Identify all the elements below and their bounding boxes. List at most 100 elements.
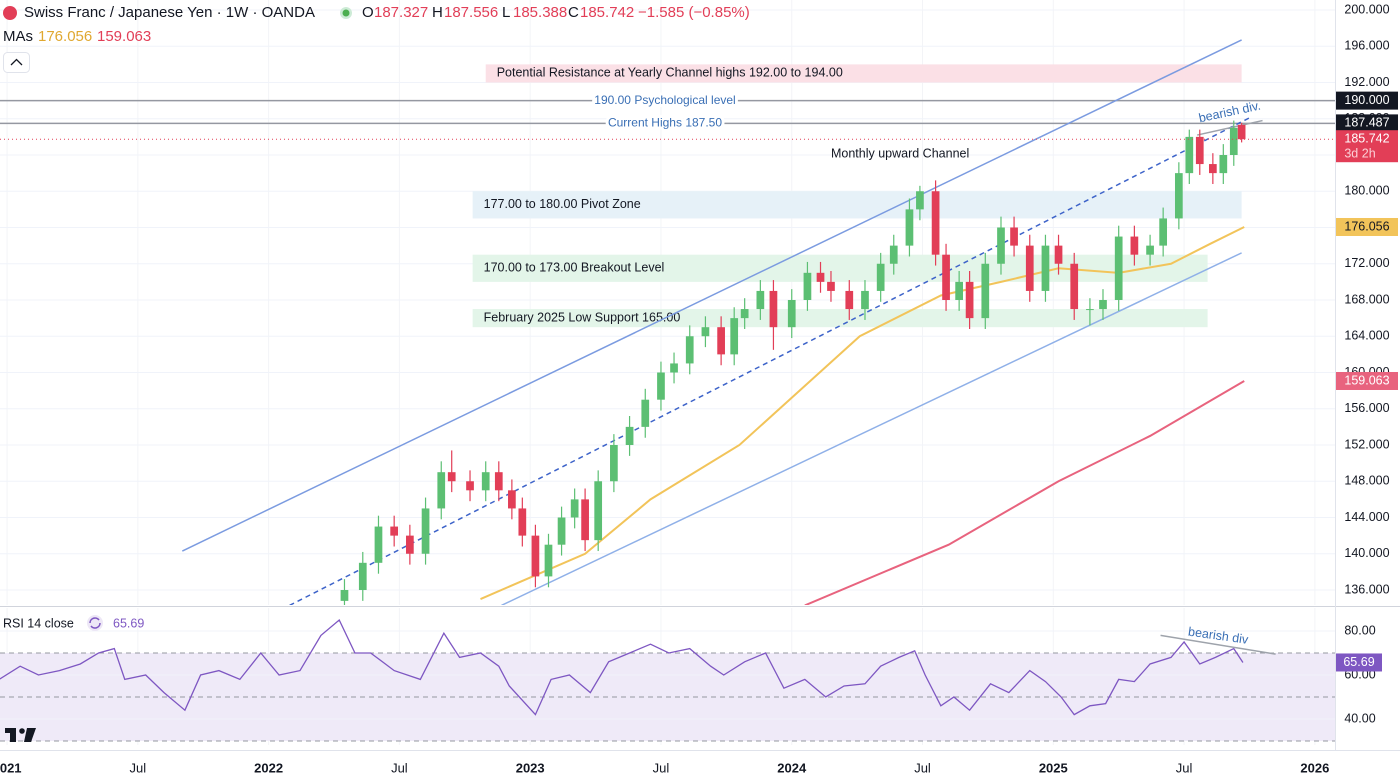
annotation: Monthly upward Channel [831,146,969,160]
candle-body [1174,173,1183,219]
x-tick-label: 2021 [0,760,22,775]
collapse-button[interactable] [3,52,30,73]
rsi-tick-label: 40.00 [1344,711,1375,725]
ma-badge-label: 159.063 [1344,373,1389,387]
rsi-badge-label: 65.69 [1343,655,1374,669]
x-tick-label: 2024 [777,760,807,775]
candle-body [955,281,963,300]
candle-body [1195,136,1204,165]
x-tick-label: Jul [130,760,147,775]
y-tick-label: 168.000 [1344,292,1389,306]
candle-body [1146,245,1154,255]
candle-body [931,191,940,255]
candle-body [581,499,589,541]
y-tick-label: 200.000 [1344,2,1389,16]
collapse-icon [10,58,23,66]
candle-body [997,227,1005,264]
candle-body [437,472,446,509]
candle-body [803,272,812,300]
zone [472,191,1242,219]
candle-body [1099,299,1107,310]
candle-body [340,590,349,601]
rsi-title: RSI 14 close [3,616,74,630]
candle-body [981,263,990,319]
x-tick-label: 2026 [1300,760,1329,775]
candle-body [374,526,383,563]
y-tick-label: 172.000 [1344,256,1389,270]
ohlc-value: 185.742 [580,4,634,21]
candle-body [1041,245,1050,291]
zone [485,64,1242,83]
candle-body [965,281,974,319]
candle-body [1070,263,1079,310]
x-tick-label: 2023 [516,760,545,775]
last-price-label: 185.742 [1344,132,1389,146]
y-tick-label: 140.000 [1344,546,1389,560]
rsi-pane: bearish div [0,608,1335,745]
candle-body [730,318,739,355]
candle-body [916,191,924,210]
candle-body [827,281,835,291]
candle-body [625,426,634,446]
candle-body [876,263,885,291]
candle-body [685,336,694,364]
x-tick-label: Jul [653,760,670,775]
candle-body [557,517,566,545]
candle-body [889,245,898,264]
candle-body [787,299,796,328]
level-badge [1336,91,1398,110]
rsi-line [0,618,1244,716]
zone-label: 177.00 to 180.00 Pivot Zone [484,197,641,211]
last-price-badge [1336,130,1398,163]
rsi-legend-value: 65.69 [113,616,144,630]
candle-body [508,490,516,509]
candle-body [610,445,618,482]
y-tick-label: 196.000 [1344,39,1389,53]
ohlc-letter: O [362,4,374,21]
zone-label: 170.00 to 173.00 Breakout Level [484,261,665,275]
ma-badge [1336,217,1398,236]
ohlc-letter: L [502,4,510,21]
candle-body [406,535,414,554]
trendline [501,252,1242,605]
moving-average [480,226,1245,600]
trendline [1196,119,1263,136]
ma-legend-value: 159.063 [97,28,151,45]
trendline [181,39,1242,552]
candle-body [594,481,603,541]
y-tick-label: 152.000 [1344,437,1389,451]
candle-body [358,562,367,591]
candle-body [1219,154,1228,174]
level-badge-label: 187.487 [1344,116,1389,130]
symbol-title: Swiss Franc / Japanese Yen · 1W · OANDA [24,4,315,21]
countdown-label: 3d 2h [1344,147,1375,161]
candle-body [531,535,540,577]
symbol-icon [3,6,17,20]
level-badge-label: 190.000 [1344,93,1389,107]
x-tick-label: Jul [1176,760,1193,775]
ma-badge-label: 176.056 [1344,219,1389,233]
ma-legend-value: 176.056 [38,28,92,45]
price-pane: Potential Resistance at Yearly Channel h… [0,0,1335,605]
candle-body [701,327,710,337]
y-tick-label: 148.000 [1344,474,1389,488]
rsi-icon [89,617,101,629]
candle-body [1237,124,1246,140]
rsi-tick-label: 80.00 [1344,623,1375,637]
price-change: −1.585 (−0.85%) [638,4,750,21]
moving-average [804,380,1245,605]
y-tick-label: 192.000 [1344,75,1389,89]
rsi-badge [1336,653,1382,672]
candle-body [905,209,914,246]
candle-body [570,499,579,518]
status-dot [342,9,350,17]
candle-body [1159,218,1168,246]
candle-body [942,254,950,300]
candle-body [1010,227,1018,246]
candle-body [845,290,854,310]
rsi-divergence [1160,634,1276,655]
x-tick-label: 2025 [1039,760,1068,775]
candle-body [717,327,725,355]
candle-body [494,472,503,491]
